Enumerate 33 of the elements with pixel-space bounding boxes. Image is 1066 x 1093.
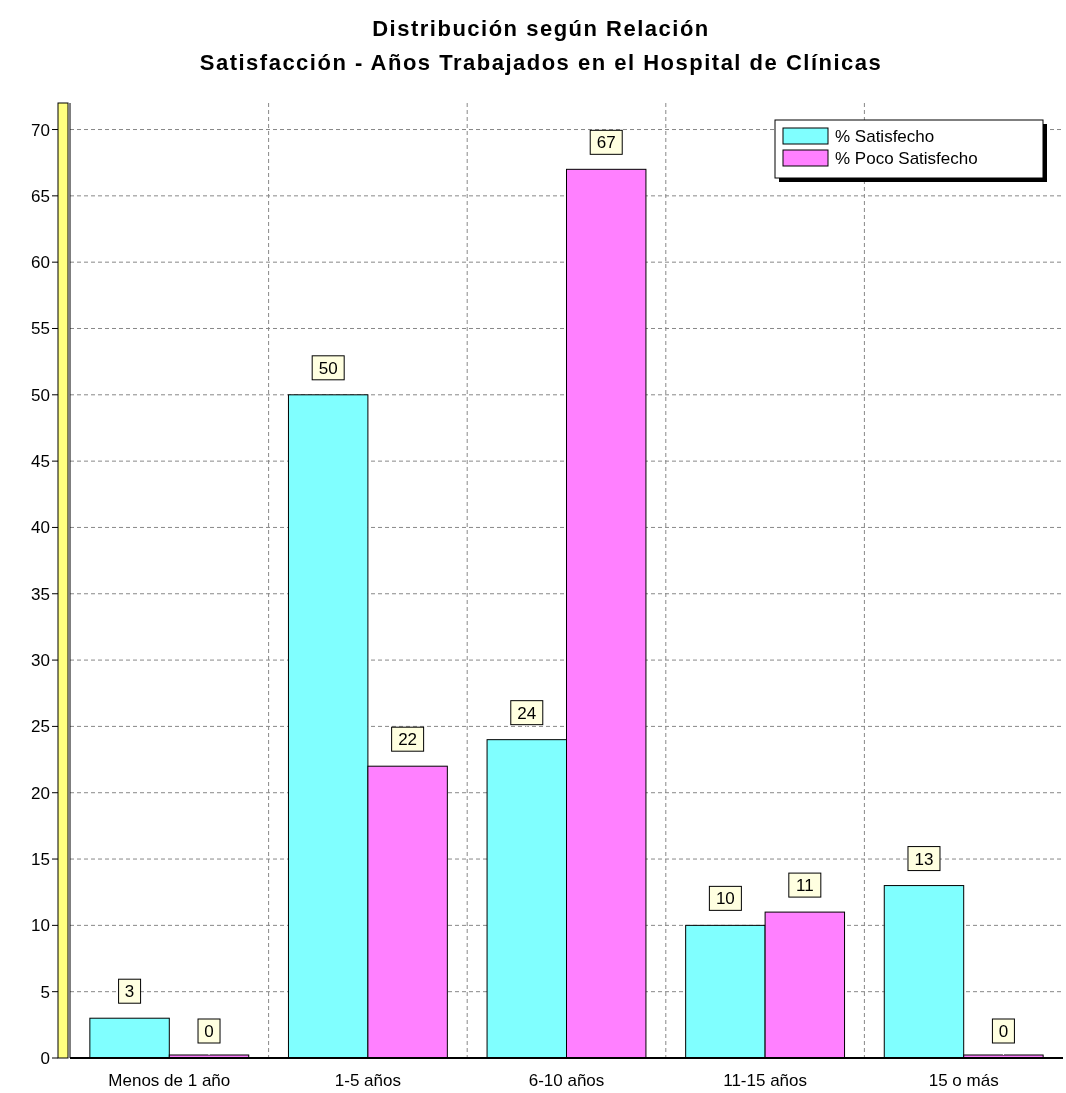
data-label: 24 bbox=[517, 703, 537, 723]
y-tick-label: 65 bbox=[31, 186, 50, 206]
legend-label: % Poco Satisfecho bbox=[835, 149, 978, 168]
chart-title: Distribución según Relación Satisfacción - Años Trabajados en el Hospital de Clínicas bbox=[199, 16, 883, 75]
y-tick-label: 40 bbox=[31, 518, 50, 538]
data-label: 3 bbox=[124, 982, 135, 1002]
data-label: 13 bbox=[914, 849, 934, 869]
data-label: 50 bbox=[318, 358, 338, 378]
data-label: 22 bbox=[398, 730, 418, 750]
x-tick-label: Menos de 1 año bbox=[108, 1071, 231, 1090]
y-tick-label: 55 bbox=[31, 319, 50, 339]
x-tick-label: 15 o más bbox=[928, 1071, 999, 1090]
y-tick-label: 15 bbox=[31, 850, 50, 870]
y-tick-label: 25 bbox=[31, 717, 50, 737]
y-tick-label: 60 bbox=[31, 253, 50, 273]
y-tick-label: 30 bbox=[31, 651, 50, 671]
legend-label: % Satisfecho bbox=[835, 127, 935, 146]
x-tick-label: 1-5 años bbox=[334, 1071, 401, 1090]
y-tick-label: 10 bbox=[31, 916, 50, 936]
data-label: 67 bbox=[596, 133, 616, 153]
data-label: 10 bbox=[715, 889, 735, 909]
y-tick-label: 20 bbox=[31, 783, 50, 803]
data-label: 11 bbox=[795, 876, 814, 896]
y-tick-label: 70 bbox=[31, 120, 50, 140]
y-tick-label: 50 bbox=[31, 385, 50, 405]
y-tick-label: 5 bbox=[40, 982, 50, 1002]
data-label: 0 bbox=[998, 1022, 1009, 1041]
y-tick-label: 45 bbox=[31, 452, 50, 472]
data-label: 0 bbox=[204, 1022, 214, 1041]
y-tick-label: 0 bbox=[40, 1049, 50, 1068]
x-tick-label: 6-10 años bbox=[528, 1071, 605, 1090]
x-tick-label: 11-15 años bbox=[723, 1071, 808, 1090]
y-tick-label: 35 bbox=[31, 584, 50, 604]
